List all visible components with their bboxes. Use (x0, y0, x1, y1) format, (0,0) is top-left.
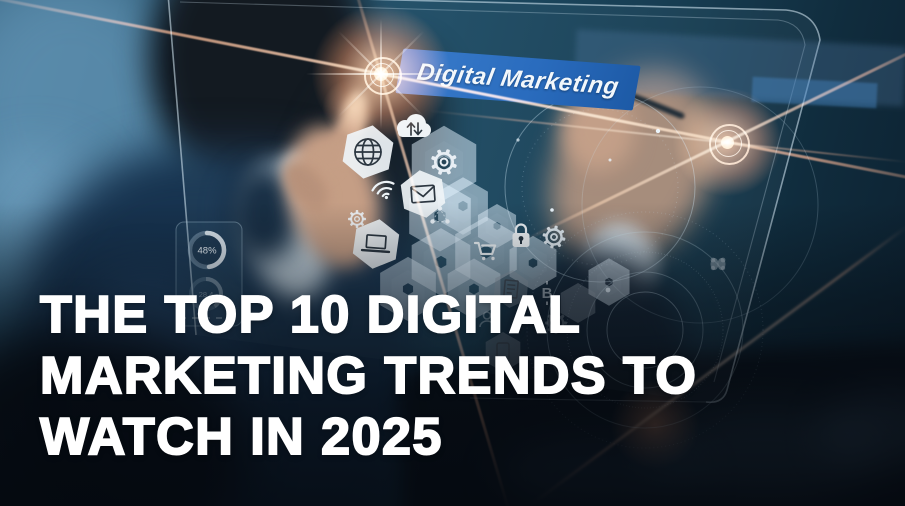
headline-line-3: WATCH IN 2025 (39, 407, 443, 467)
headline-line-1: THE TOP 10 DIGITAL (39, 285, 582, 345)
headline-line-2: MARKETING TRENDS TO (39, 346, 698, 406)
headline: THE TOP 10 DIGITAL MARKETING TRENDS TO W… (39, 285, 698, 468)
